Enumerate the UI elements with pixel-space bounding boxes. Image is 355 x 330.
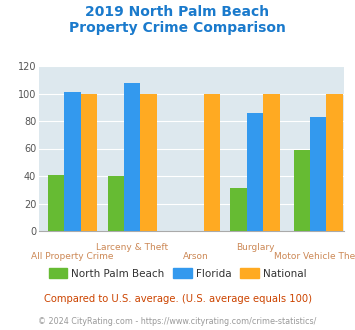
Bar	[81, 93, 97, 231]
Bar	[310, 117, 327, 231]
Bar	[108, 176, 124, 231]
Bar	[124, 82, 140, 231]
Bar	[64, 92, 81, 231]
Bar	[230, 188, 247, 231]
Text: All Property Crime: All Property Crime	[31, 252, 114, 261]
Bar	[140, 93, 157, 231]
Text: Larceny & Theft: Larceny & Theft	[96, 243, 168, 251]
Legend: North Palm Beach, Florida, National: North Palm Beach, Florida, National	[44, 264, 311, 283]
Bar	[263, 93, 280, 231]
Text: Property Crime Comparison: Property Crime Comparison	[69, 21, 286, 35]
Text: 2019 North Palm Beach: 2019 North Palm Beach	[86, 5, 269, 19]
Bar	[204, 93, 220, 231]
Text: Motor Vehicle Theft: Motor Vehicle Theft	[274, 252, 355, 261]
Text: Burglary: Burglary	[236, 243, 274, 251]
Bar	[48, 175, 64, 231]
Bar	[247, 113, 263, 231]
Text: Compared to U.S. average. (U.S. average equals 100): Compared to U.S. average. (U.S. average …	[44, 294, 311, 304]
Bar	[294, 150, 310, 231]
Text: Arson: Arson	[182, 252, 208, 261]
Text: © 2024 CityRating.com - https://www.cityrating.com/crime-statistics/: © 2024 CityRating.com - https://www.city…	[38, 317, 317, 326]
Bar	[327, 93, 343, 231]
